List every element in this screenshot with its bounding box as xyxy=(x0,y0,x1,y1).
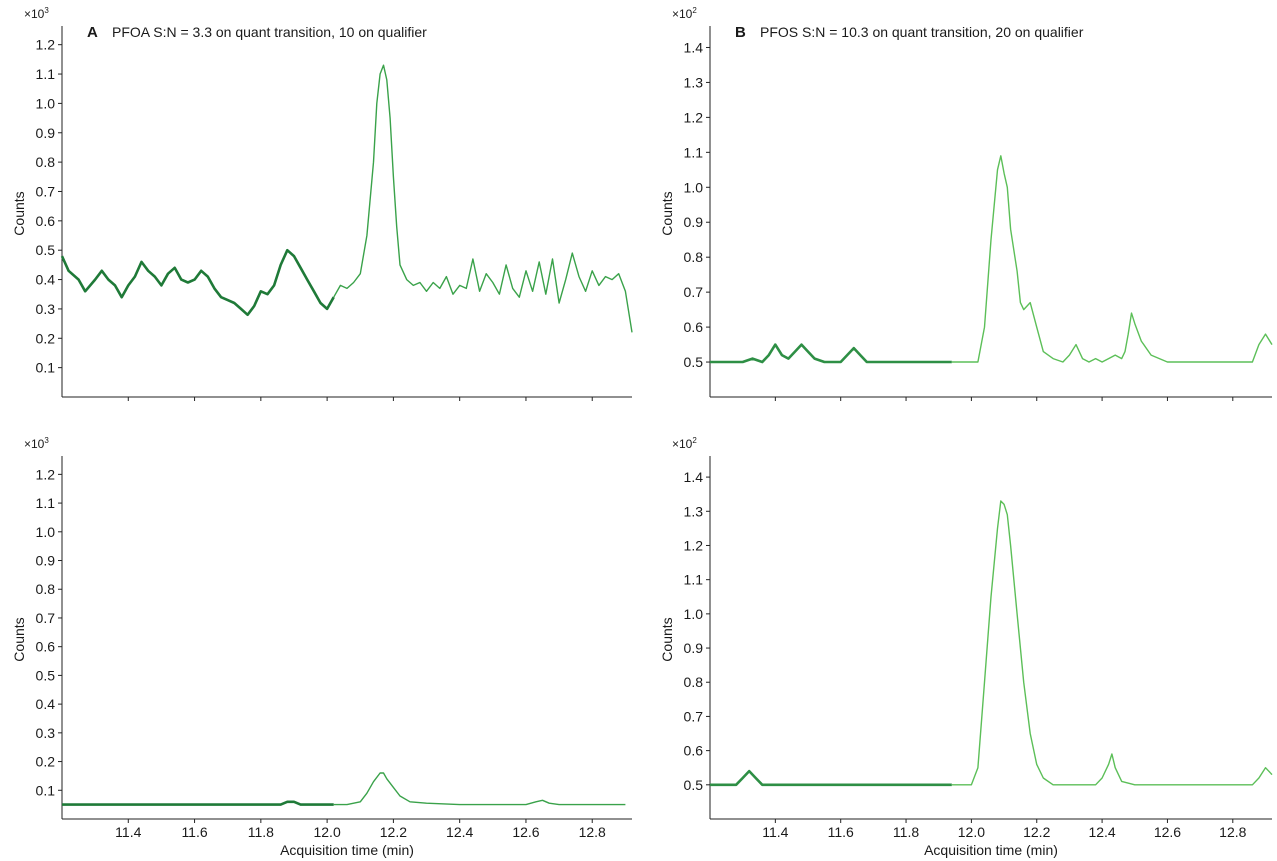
x-tick-label: 11.4 xyxy=(762,824,788,840)
series-trace-bold xyxy=(60,248,335,317)
multiplier-base: ×10 xyxy=(24,7,45,21)
y-tick-label: 0.1 xyxy=(36,782,56,798)
y-tick-label: 1.2 xyxy=(36,37,56,53)
y-multiplier: ×103 xyxy=(24,436,49,451)
y-tick-label: 1.0 xyxy=(684,179,704,195)
y-tick-label: 0.9 xyxy=(36,125,56,141)
y-tick-label: 1.4 xyxy=(684,39,704,55)
x-axis-title: Acquisition time (min) xyxy=(924,842,1058,858)
y-tick-label: 1.0 xyxy=(684,606,704,622)
x-tick-label: 12.8 xyxy=(579,824,606,840)
y-tick-label: 1.0 xyxy=(36,524,56,540)
x-tick-label: 12.2 xyxy=(1023,824,1050,840)
x-tick-label: 12.0 xyxy=(958,824,985,840)
x-tick-label: 12.6 xyxy=(1154,824,1181,840)
y-tick-label: 1.1 xyxy=(684,572,704,588)
multiplier-exponent: 2 xyxy=(692,436,697,445)
x-axis-title: Acquisition time (min) xyxy=(280,842,414,858)
panel-title: PFOA S:N = 3.3 on quant transition, 10 o… xyxy=(112,24,427,40)
x-tick-label: 12.4 xyxy=(1088,824,1115,840)
y-axis-title: Counts xyxy=(11,191,27,235)
y-tick-label: 0.8 xyxy=(36,154,56,170)
y-tick-label: 0.5 xyxy=(36,667,56,683)
y-tick-label: 1.2 xyxy=(684,109,704,125)
y-axis-title: Counts xyxy=(659,617,675,661)
y-tick-label: 0.6 xyxy=(36,213,56,229)
multiplier-base: ×10 xyxy=(672,437,693,451)
x-tick-label: 11.8 xyxy=(893,824,919,840)
x-tick-label: 11.6 xyxy=(828,824,854,840)
x-tick-label: 12.6 xyxy=(512,824,539,840)
y-tick-label: 1.0 xyxy=(36,95,56,111)
y-tick-label: 0.9 xyxy=(36,553,56,569)
series-trace-bold xyxy=(710,343,952,364)
y-tick-label: 0.7 xyxy=(36,183,56,199)
y-tick-label: 0.5 xyxy=(684,777,704,793)
chart-panel-3: 0.1 0.2 0.3 0.4 0.5 0.6 0.7 0.8 0.9 1.0 1.1 1.2 11.4… xyxy=(11,436,632,858)
y-tick-label: 0.5 xyxy=(684,354,704,370)
y-tick-label: 0.7 xyxy=(36,610,56,626)
y-tick-label: 0.7 xyxy=(684,708,704,724)
y-tick-label: 0.2 xyxy=(36,330,56,346)
y-tick-label: 0.6 xyxy=(684,319,704,335)
y-tick-label: 1.1 xyxy=(36,66,56,82)
y-tick-label: 1.1 xyxy=(684,144,704,160)
chart-panel-4: 0.5 0.6 0.7 0.8 0.9 1.0 1.1 1.2 1.3 1.4 11.4 11.6 11… xyxy=(659,436,1273,858)
panel-title: PFOS S:N = 10.3 on quant transition, 20 … xyxy=(760,24,1084,40)
y-tick-label: 1.3 xyxy=(684,503,704,519)
y-tick-label: 1.2 xyxy=(36,466,56,482)
y-tick-label: 0.8 xyxy=(36,581,56,597)
y-multiplier: ×102 xyxy=(672,6,697,21)
series-trace xyxy=(333,64,633,333)
y-tick-label: 0.8 xyxy=(684,249,704,265)
series-trace xyxy=(951,500,1273,786)
y-tick-label: 0.9 xyxy=(684,214,704,230)
series-trace-bold xyxy=(710,769,952,787)
chart-panel-1: 0.1 0.2 0.3 0.4 0.5 0.6 0.7 0.8 0.9 1.0 1.1 1.2 ×103… xyxy=(11,6,633,401)
y-tick-label: 1.2 xyxy=(684,537,704,553)
y-tick-label: 0.6 xyxy=(684,743,704,759)
multiplier-base: ×10 xyxy=(24,437,45,451)
x-tick-label: 11.4 xyxy=(115,824,141,840)
y-tick-label: 0.7 xyxy=(684,284,704,300)
y-tick-label: 0.6 xyxy=(36,639,56,655)
x-tick-label: 12.4 xyxy=(446,824,473,840)
y-axis-title: Counts xyxy=(11,617,27,661)
y-tick-label: 0.4 xyxy=(36,696,56,712)
x-tick-label: 11.8 xyxy=(248,824,274,840)
y-tick-label: 0.2 xyxy=(36,754,56,770)
y-tick-label: 0.1 xyxy=(36,360,56,376)
x-tick-label: 12.8 xyxy=(1219,824,1246,840)
multiplier-exponent: 3 xyxy=(44,436,49,445)
y-tick-label: 0.5 xyxy=(36,242,56,258)
y-tick-label: 0.3 xyxy=(36,301,56,317)
y-tick-label: 0.3 xyxy=(36,725,56,741)
x-tick-label: 12.2 xyxy=(380,824,407,840)
multiplier-base: ×10 xyxy=(672,7,693,21)
panel-letter: B xyxy=(735,24,746,41)
series-trace-bold xyxy=(62,800,334,806)
y-tick-label: 1.3 xyxy=(684,74,704,90)
x-tick-label: 11.6 xyxy=(181,824,207,840)
series-trace xyxy=(951,155,1273,363)
multiplier-exponent: 2 xyxy=(692,6,697,15)
chart-panel-2: 0.5 0.6 0.7 0.8 0.9 1.0 1.1 1.2 1.3 1.4 ×102 Counts… xyxy=(659,6,1273,401)
y-tick-label: 1.4 xyxy=(684,469,704,485)
y-multiplier: ×102 xyxy=(672,436,697,451)
y-tick-label: 0.8 xyxy=(684,674,704,690)
series-trace xyxy=(333,772,626,806)
y-tick-label: 0.4 xyxy=(36,272,56,288)
y-tick-label: 0.9 xyxy=(684,640,704,656)
y-tick-label: 1.1 xyxy=(36,495,56,511)
panel-letter: A xyxy=(87,24,98,41)
y-axis-title: Counts xyxy=(659,191,675,235)
y-multiplier: ×103 xyxy=(24,6,49,21)
x-tick-label: 12.0 xyxy=(313,824,340,840)
multiplier-exponent: 3 xyxy=(44,6,49,15)
